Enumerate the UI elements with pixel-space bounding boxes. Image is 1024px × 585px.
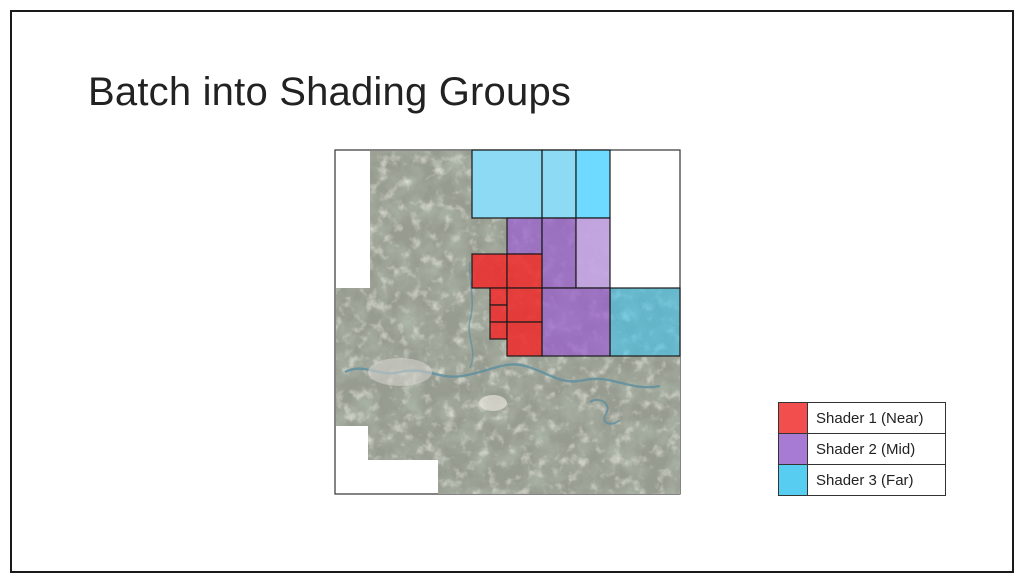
- legend-label-far: Shader 3 (Far): [816, 471, 914, 489]
- legend-swatch-mid: [779, 434, 808, 464]
- slide-title: Batch into Shading Groups: [88, 70, 572, 114]
- legend-item-mid: Shader 2 (Mid): [779, 434, 945, 465]
- tile-near-2: [506, 253, 543, 289]
- tile-far-4: [609, 287, 681, 357]
- tile-near-4: [489, 304, 508, 323]
- tile-mid-2: [541, 217, 577, 289]
- legend-label-near: Shader 1 (Near): [816, 409, 924, 427]
- shader-near-region: [471, 253, 543, 357]
- tile-near-5: [489, 321, 508, 340]
- tile-far-1: [471, 149, 543, 219]
- tile-mid-4: [541, 287, 611, 357]
- tile-near-6: [506, 287, 543, 323]
- tile-mid-1: [506, 217, 543, 255]
- legend-swatch-far: [779, 465, 808, 495]
- legend-swatch-near: [779, 403, 808, 433]
- legend-item-far: Shader 3 (Far): [779, 465, 945, 495]
- legend-item-near: Shader 1 (Near): [779, 403, 945, 434]
- town-area: [368, 358, 432, 386]
- tile-far-3: [575, 149, 611, 219]
- shader-mid-region: [506, 217, 611, 357]
- shader-legend: Shader 1 (Near) Shader 2 (Mid) Shader 3 …: [778, 402, 946, 496]
- tile-far-2: [541, 149, 577, 219]
- tile-mid-3: [575, 217, 611, 289]
- shader-far-region: [471, 149, 681, 357]
- legend-label-mid: Shader 2 (Mid): [816, 440, 916, 458]
- tile-near-1: [471, 253, 508, 289]
- tile-near-3: [489, 287, 508, 306]
- tile-near-7: [506, 321, 543, 357]
